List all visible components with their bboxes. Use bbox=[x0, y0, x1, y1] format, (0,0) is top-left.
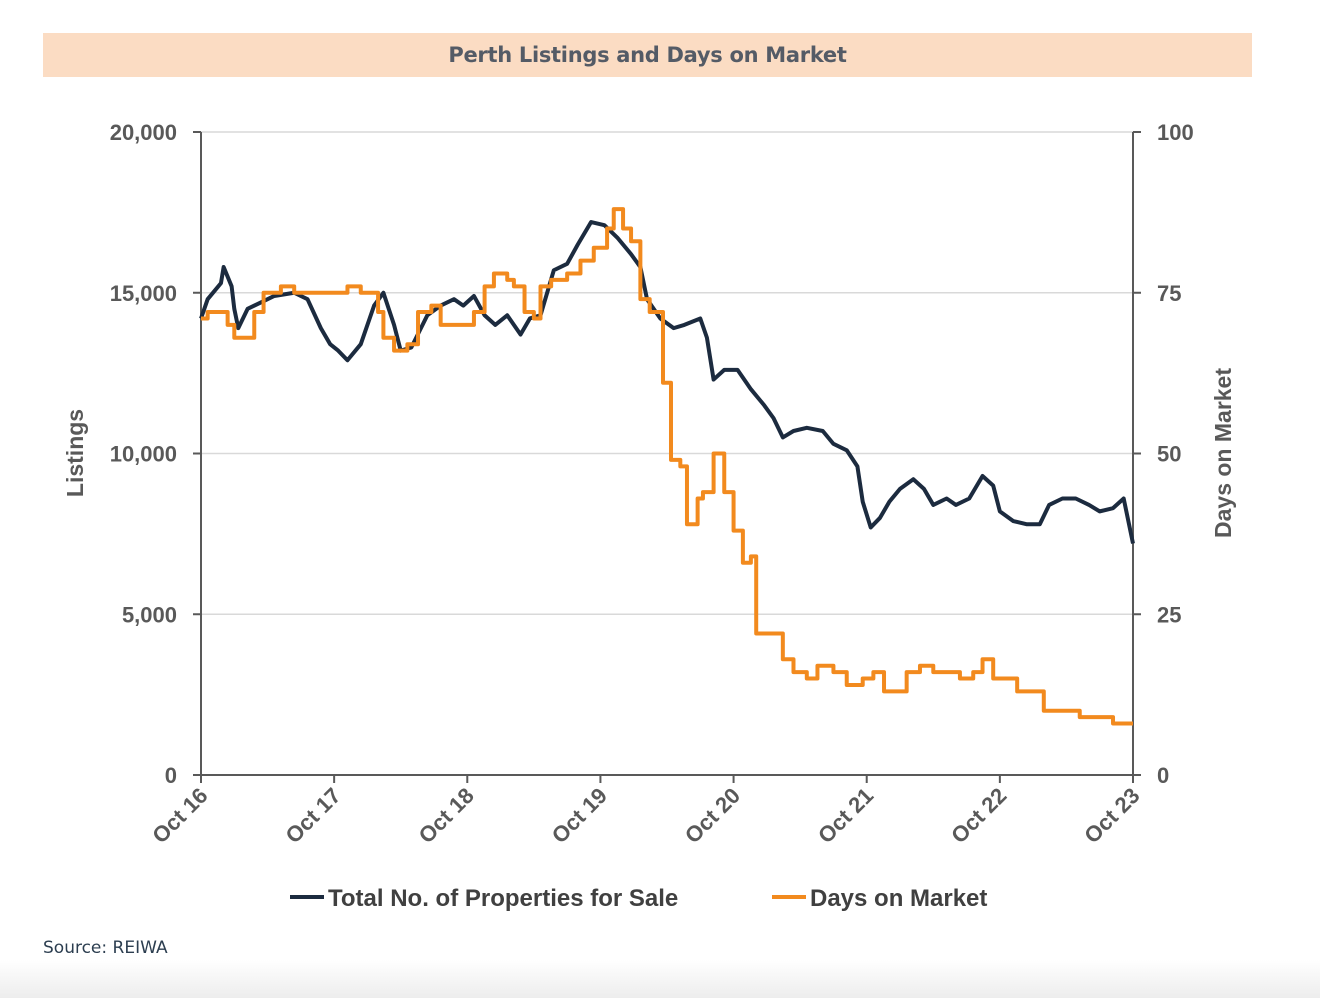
y-tick-label: 5,000 bbox=[122, 602, 177, 627]
x-tick-label: Oct 20 bbox=[680, 783, 745, 848]
x-tick-label: Oct 22 bbox=[946, 783, 1011, 848]
y-tick-label: 20,000 bbox=[110, 120, 177, 145]
legend-label-days: Days on Market bbox=[810, 885, 987, 912]
series-line-listings bbox=[199, 220, 1135, 544]
x-tick-label: Oct 21 bbox=[813, 783, 878, 848]
legend: Total No. of Properties for Sale Days on… bbox=[290, 885, 987, 912]
x-tick-label: Oct 18 bbox=[414, 783, 479, 848]
y2-tick-label: 75 bbox=[1157, 281, 1181, 306]
x-tick-label: Oct 23 bbox=[1079, 783, 1144, 848]
tick-labels: 0 5,000 10,000 15,000 20,000 0 25 50 75 100 Oct 16… bbox=[110, 120, 1194, 848]
y-tick-label: 10,000 bbox=[110, 442, 177, 467]
x-tick-label: Oct 17 bbox=[280, 783, 345, 848]
chart-title: Perth Listings and Days on Market bbox=[448, 43, 847, 67]
y-axis-title: Listings bbox=[62, 409, 88, 497]
series-lines bbox=[199, 207, 1135, 726]
axes bbox=[193, 131, 1141, 783]
y-tick-label: 0 bbox=[165, 763, 177, 788]
x-tick-label: Oct 19 bbox=[547, 783, 612, 848]
y2-tick-label: 100 bbox=[1157, 120, 1194, 145]
x-tick-label: Oct 16 bbox=[147, 783, 212, 848]
y2-tick-label: 50 bbox=[1157, 442, 1181, 467]
chart-title-banner: Perth Listings and Days on Market bbox=[43, 33, 1252, 77]
y2-tick-label: 25 bbox=[1157, 602, 1181, 627]
y-tick-label: 15,000 bbox=[110, 281, 177, 306]
series-line-days-on-market bbox=[201, 207, 1133, 726]
y2-tick-label: 0 bbox=[1157, 763, 1169, 788]
y2-axis-title: Days on Market bbox=[1210, 368, 1236, 538]
grid-lines bbox=[201, 131, 1133, 615]
legend-label-listings: Total No. of Properties for Sale bbox=[328, 885, 678, 912]
source-note: Source: REIWA bbox=[43, 938, 168, 958]
